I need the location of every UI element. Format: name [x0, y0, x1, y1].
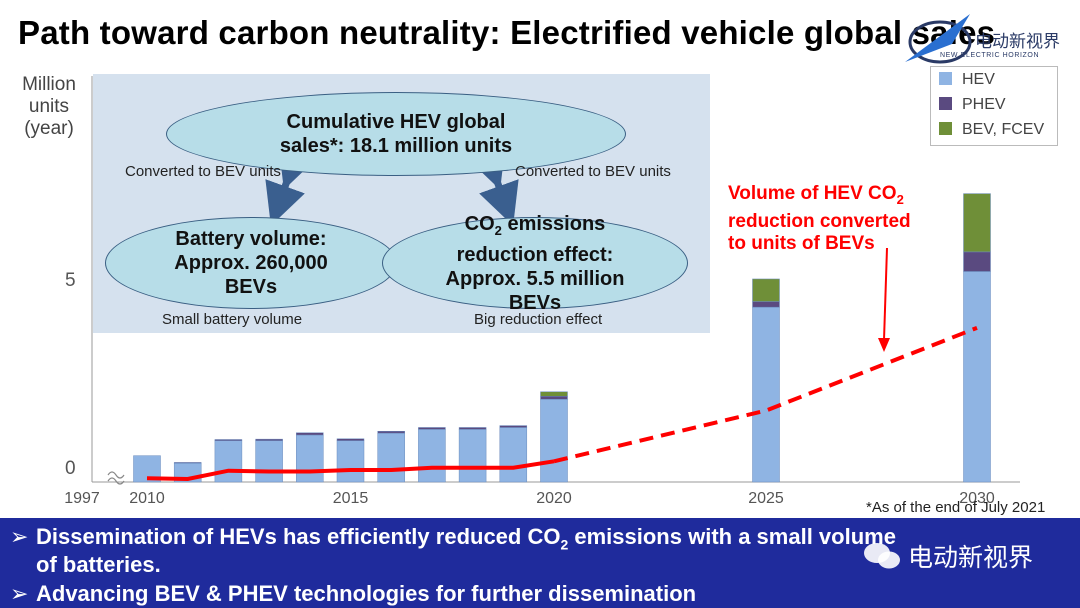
bar-phev-2020 [540, 396, 568, 400]
watermark-en: NEW ELECTRIC HORIZON [940, 52, 1040, 59]
bar-hev-2017 [418, 429, 446, 483]
bar-phev-2013 [255, 438, 283, 441]
y-axis-label: Million units (year) [22, 74, 76, 139]
bar-hev-2013 [255, 440, 283, 483]
bar-bev-fcev-2025 [752, 278, 780, 302]
bar-hev-2012 [214, 440, 243, 483]
hev-co2-line-dashed [553, 325, 978, 464]
legend-item-hev: HEV [939, 71, 995, 89]
logo-swoosh-icon [905, 14, 972, 64]
y-tick-label: 0 [65, 458, 76, 479]
info-panel: Cumulative HEV global sales*: 18.1 millio… [93, 74, 710, 333]
bar-hev-2014 [296, 434, 324, 483]
page-title: Path toward carbon neutrality: Electrifi… [18, 14, 996, 51]
bar-hev-2025 [752, 306, 780, 483]
co2-reduction-oval: CO2 emissions reduction effect: Approx. 5.… [382, 213, 688, 314]
left-double-arrow-icon [265, 143, 318, 226]
chart-legend: HEV PHEV BEV, FCEV [930, 66, 1058, 146]
annotation-arrowhead-icon [878, 338, 890, 352]
legend-item-bev-fcev: BEV, FCEV [939, 121, 1044, 139]
x-tick-label: 2015 [333, 490, 369, 507]
summary-banner: ➢ Dissemination of HEVs has efficiently r… [0, 518, 1080, 608]
x-tick-label: 2030 [959, 490, 995, 507]
x-tick-label: 1997 [64, 490, 100, 507]
axis-break-icon [107, 477, 125, 485]
bar-phev-2012 [214, 439, 243, 441]
left-conversion-label: Converted to BEV units [125, 163, 281, 180]
watermark-cn: 电动新视界 [975, 32, 1060, 52]
bar-phev-2018 [458, 427, 487, 430]
right-caption: Big reduction effect [474, 311, 603, 328]
wechat-icon [864, 543, 900, 569]
right-double-arrow-icon [466, 143, 519, 226]
bar-phev-2030 [963, 251, 991, 272]
y-tick-label: 5 [65, 270, 76, 291]
left-caption: Small battery volume [162, 311, 303, 328]
bullet-arrow-icon: ➢ [10, 581, 29, 606]
x-tick-label: 2010 [129, 490, 165, 507]
bar-hev-2016 [377, 432, 405, 483]
bar-phev-2025 [752, 301, 780, 308]
bar-hev-2015 [336, 440, 365, 483]
summary-line-1-cont: of batteries. [36, 552, 161, 577]
wechat-account-name: 电动新视界 [908, 543, 1034, 572]
bar-hev-2020 [540, 399, 568, 483]
x-tick-label: 2020 [536, 490, 572, 507]
right-conversion-label: Converted to BEV units [515, 163, 671, 180]
bullet-arrow-icon: ➢ [10, 524, 29, 549]
double-arrows [265, 143, 519, 226]
bar-phev-2011 [173, 462, 202, 464]
bar-phev-2014 [296, 432, 324, 436]
bar-hev-2019 [499, 427, 528, 483]
bar-bev-fcev-2030 [963, 193, 991, 253]
battery-volume-oval: Battery volume: Approx. 260,000 BEVs [105, 217, 397, 309]
bar-phev-2019 [499, 425, 528, 428]
legend-item-phev: PHEV [939, 96, 1006, 114]
summary-line-2: ➢ Advancing BEV & PHEV technologies for f… [10, 581, 697, 606]
annotation-pointer-line [883, 247, 888, 341]
cumulative-sales-oval: Cumulative HEV global sales*: 18.1 millio… [166, 92, 626, 176]
red-line-annotation: Volume of HEV CO2 reduction converted to… [728, 183, 911, 254]
bar-phev-2015 [336, 438, 365, 441]
hev-co2-line-solid [146, 459, 555, 481]
summary-line-1: ➢ Dissemination of HEVs has efficiently r… [10, 524, 896, 553]
footnote: *As of the end of July 2021 [866, 499, 1046, 516]
bar-bev-fcev-2020 [540, 391, 568, 397]
bar-hev-2030 [963, 271, 991, 483]
bar-phev-2016 [377, 430, 405, 434]
bar-hev-2018 [458, 429, 487, 483]
axis-break-icon [107, 471, 125, 479]
bar-phev-2017 [418, 427, 446, 430]
x-tick-label: 2025 [748, 490, 784, 507]
